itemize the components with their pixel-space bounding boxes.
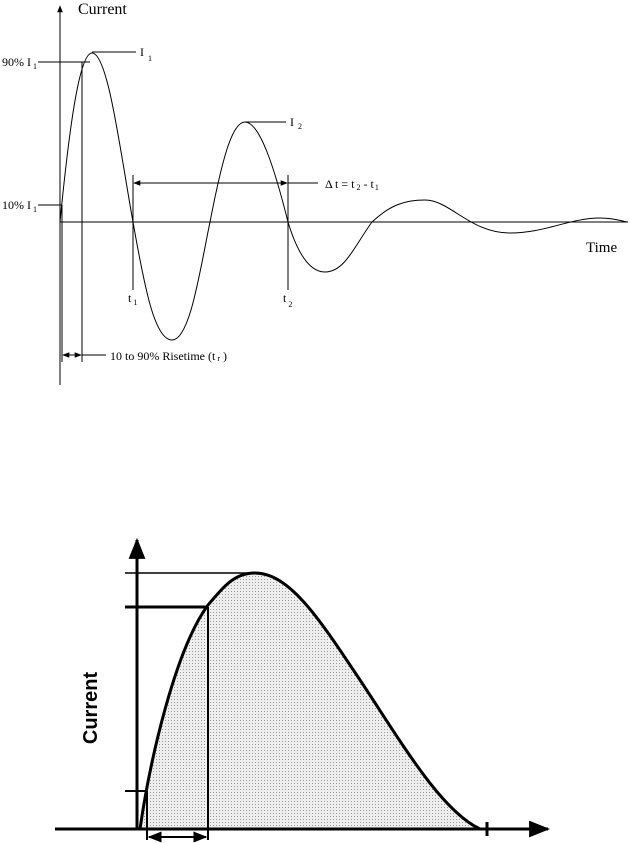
text-part: 10% I bbox=[2, 198, 31, 212]
text-part: 2 bbox=[298, 122, 302, 131]
text-part: 1 bbox=[33, 62, 37, 71]
text-part: - t bbox=[361, 177, 375, 191]
x-axis-label: Time bbox=[586, 240, 617, 256]
text-part: 2 bbox=[357, 183, 361, 192]
text-part: 1 bbox=[148, 54, 152, 63]
pulse-area bbox=[140, 573, 480, 829]
text-part: I bbox=[290, 115, 294, 129]
text-part: ) bbox=[220, 349, 227, 363]
risetime-label: 10 to 90% Risetime (t r ) bbox=[110, 349, 227, 363]
current-waveform bbox=[59, 52, 629, 341]
text-part: 2 bbox=[288, 300, 292, 309]
text-part: r bbox=[217, 354, 220, 363]
text-part: 10 to 90% Risetime (t bbox=[110, 349, 216, 363]
text-part: t bbox=[283, 291, 287, 305]
y-axis-label: Current bbox=[80, 672, 102, 745]
pulse-curve bbox=[138, 571, 481, 831]
text-part: I bbox=[140, 45, 144, 59]
text-part: 1 bbox=[33, 205, 37, 214]
text-part: 90% I bbox=[2, 55, 31, 69]
text-part: 1 bbox=[133, 298, 137, 307]
y-axis-label: Current bbox=[78, 1, 127, 18]
bottom-diagram: Current bbox=[55, 537, 551, 843]
text-part: 1 bbox=[375, 183, 379, 192]
text-part: t bbox=[128, 291, 132, 305]
text-part: Δ t = t bbox=[325, 177, 355, 191]
